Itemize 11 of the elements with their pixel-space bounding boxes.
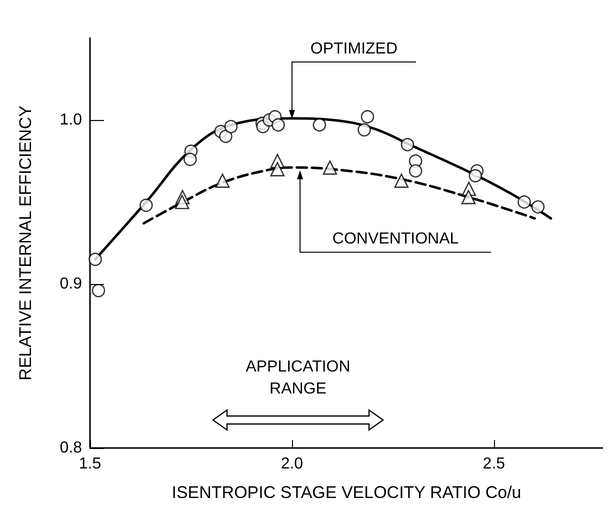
x-axis-title: ISENTROPIC STAGE VELOCITY RATIO Co/u	[172, 483, 522, 502]
annotation: OPTIMIZED	[310, 40, 398, 58]
x-tick-label: 2.5	[482, 456, 506, 472]
y-tick-label: 1.0	[60, 112, 82, 128]
x-tick-label: 2.0	[280, 456, 304, 472]
annotation: APPLICATION RANGE	[246, 358, 350, 398]
x-tick-label: 1.5	[78, 456, 102, 472]
y-axis-title: RELATIVE INTERNAL EFFICIENCY	[16, 106, 35, 380]
y-tick-label: 0.9	[60, 276, 82, 292]
annotation: CONVENTIONAL	[332, 230, 459, 248]
y-tick-label: 0.8	[60, 440, 82, 456]
